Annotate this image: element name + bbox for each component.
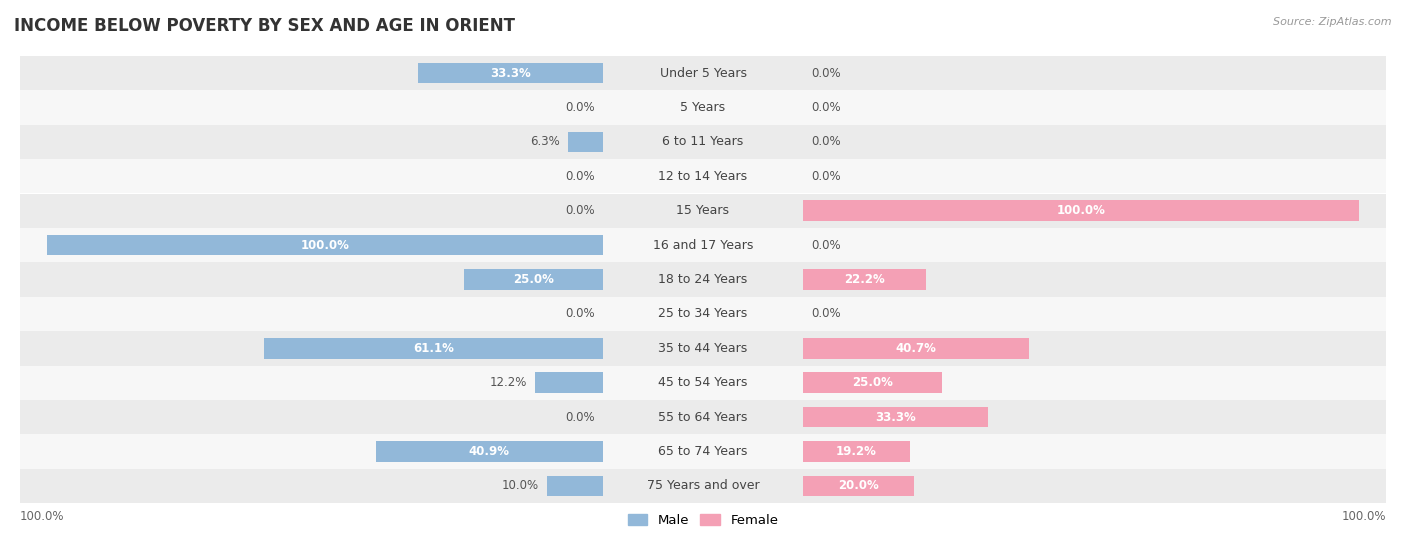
Text: 0.0%: 0.0% bbox=[811, 170, 841, 183]
Bar bbox=[803, 372, 942, 393]
Text: 61.1%: 61.1% bbox=[413, 342, 454, 355]
Text: 75 Years and over: 75 Years and over bbox=[647, 480, 759, 492]
Text: 6 to 11 Years: 6 to 11 Years bbox=[662, 135, 744, 148]
Bar bbox=[464, 269, 603, 290]
Text: 12 to 14 Years: 12 to 14 Years bbox=[658, 170, 748, 183]
Text: 40.9%: 40.9% bbox=[468, 445, 510, 458]
Text: 0.0%: 0.0% bbox=[811, 307, 841, 320]
Bar bbox=[20, 297, 1386, 331]
Bar bbox=[547, 476, 603, 496]
Text: 0.0%: 0.0% bbox=[811, 239, 841, 252]
Text: 19.2%: 19.2% bbox=[837, 445, 877, 458]
Legend: Male, Female: Male, Female bbox=[623, 508, 783, 532]
Text: 35 to 44 Years: 35 to 44 Years bbox=[658, 342, 748, 355]
Text: 65 to 74 Years: 65 to 74 Years bbox=[658, 445, 748, 458]
Bar bbox=[20, 331, 1386, 366]
Text: 33.3%: 33.3% bbox=[491, 67, 531, 79]
Bar bbox=[20, 366, 1386, 400]
Bar bbox=[263, 338, 603, 359]
Bar bbox=[20, 193, 1386, 228]
Text: 0.0%: 0.0% bbox=[565, 101, 595, 114]
Text: 0.0%: 0.0% bbox=[811, 135, 841, 148]
Bar bbox=[48, 235, 603, 255]
Text: Source: ZipAtlas.com: Source: ZipAtlas.com bbox=[1274, 17, 1392, 27]
Bar bbox=[20, 125, 1386, 159]
Bar bbox=[803, 476, 914, 496]
Bar bbox=[20, 56, 1386, 91]
Bar bbox=[803, 338, 1029, 359]
Text: 6.3%: 6.3% bbox=[530, 135, 560, 148]
Text: 100.0%: 100.0% bbox=[1056, 204, 1105, 217]
Text: Under 5 Years: Under 5 Years bbox=[659, 67, 747, 79]
Bar bbox=[418, 63, 603, 83]
Text: 0.0%: 0.0% bbox=[811, 101, 841, 114]
Text: 0.0%: 0.0% bbox=[565, 411, 595, 424]
Bar bbox=[803, 200, 1358, 221]
Text: 15 Years: 15 Years bbox=[676, 204, 730, 217]
Bar bbox=[803, 407, 988, 428]
Bar bbox=[20, 262, 1386, 297]
Text: 100.0%: 100.0% bbox=[1341, 510, 1386, 523]
Text: 22.2%: 22.2% bbox=[845, 273, 884, 286]
Text: 55 to 64 Years: 55 to 64 Years bbox=[658, 411, 748, 424]
Text: 25 to 34 Years: 25 to 34 Years bbox=[658, 307, 748, 320]
Text: 12.2%: 12.2% bbox=[489, 376, 527, 389]
Bar bbox=[20, 159, 1386, 193]
Text: 40.7%: 40.7% bbox=[896, 342, 936, 355]
Text: 10.0%: 10.0% bbox=[502, 480, 538, 492]
Bar bbox=[375, 441, 603, 462]
Text: 18 to 24 Years: 18 to 24 Years bbox=[658, 273, 748, 286]
Text: 0.0%: 0.0% bbox=[811, 67, 841, 79]
Bar bbox=[20, 400, 1386, 434]
Text: INCOME BELOW POVERTY BY SEX AND AGE IN ORIENT: INCOME BELOW POVERTY BY SEX AND AGE IN O… bbox=[14, 17, 515, 35]
Text: 0.0%: 0.0% bbox=[565, 307, 595, 320]
Text: 45 to 54 Years: 45 to 54 Years bbox=[658, 376, 748, 389]
Text: 5 Years: 5 Years bbox=[681, 101, 725, 114]
Text: 33.3%: 33.3% bbox=[875, 411, 915, 424]
Bar bbox=[568, 131, 603, 152]
Bar bbox=[20, 434, 1386, 468]
Text: 100.0%: 100.0% bbox=[20, 510, 65, 523]
Bar bbox=[803, 441, 910, 462]
Bar bbox=[536, 372, 603, 393]
Text: 0.0%: 0.0% bbox=[565, 204, 595, 217]
Bar bbox=[20, 228, 1386, 262]
Text: 25.0%: 25.0% bbox=[513, 273, 554, 286]
Text: 0.0%: 0.0% bbox=[565, 170, 595, 183]
Bar bbox=[803, 269, 927, 290]
Text: 20.0%: 20.0% bbox=[838, 480, 879, 492]
Text: 25.0%: 25.0% bbox=[852, 376, 893, 389]
Text: 100.0%: 100.0% bbox=[301, 239, 350, 252]
Text: 16 and 17 Years: 16 and 17 Years bbox=[652, 239, 754, 252]
Bar bbox=[20, 91, 1386, 125]
Bar bbox=[20, 468, 1386, 503]
